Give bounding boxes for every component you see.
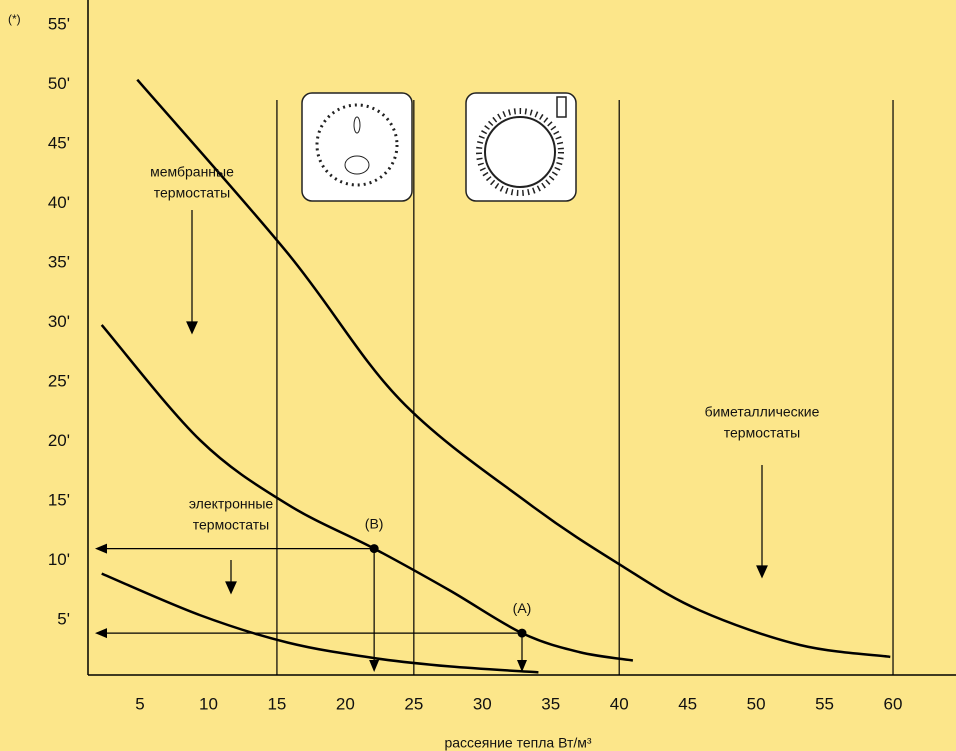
x-tick-label: 25 <box>404 694 423 713</box>
point-label: (B) <box>365 515 384 531</box>
x-tick-label: 15 <box>267 694 286 713</box>
y-tick-label: 20' <box>48 431 70 450</box>
y-tick-label: 30' <box>48 312 70 331</box>
x-tick-label: 30 <box>473 694 492 713</box>
x-tick-label: 55 <box>815 694 834 713</box>
y-tick-label: 40' <box>48 193 70 212</box>
x-tick-label: 10 <box>199 694 218 713</box>
x-tick-label: 50 <box>747 694 766 713</box>
y-tick-label: 45' <box>48 133 70 152</box>
y-tick-label: 50' <box>48 74 70 93</box>
thermostat-icon <box>302 93 412 201</box>
y-tick-label: 35' <box>48 252 70 271</box>
x-tick-label: 20 <box>336 694 355 713</box>
annotation: мембранные <box>150 164 234 180</box>
x-tick-label: 45 <box>678 694 697 713</box>
x-axis-label: рассеяние тепла Вт/м³ <box>444 735 591 751</box>
annotation: термостаты <box>193 517 269 533</box>
annotation: термостаты <box>154 185 230 201</box>
point <box>518 629 527 638</box>
thermostat-icon <box>466 93 576 201</box>
y-tick-label: 5' <box>57 609 70 628</box>
y-tick-label: 55' <box>48 14 70 33</box>
point-label: (A) <box>513 600 532 616</box>
y-tick-label: 15' <box>48 490 70 509</box>
chart: (*) рассеяние тепла Вт/м³ 5' 10' 15' 20' 25'… <box>0 0 956 751</box>
x-tick-label: 35 <box>541 694 560 713</box>
x-tick-label: 60 <box>884 694 903 713</box>
annotation: электронные <box>189 496 274 512</box>
y-note: (*) <box>8 12 21 26</box>
point <box>370 544 379 553</box>
y-tick-label: 25' <box>48 371 70 390</box>
x-tick-label: 5 <box>135 694 144 713</box>
y-tick-label: 10' <box>48 550 70 569</box>
annotation: биметаллические <box>705 404 820 420</box>
annotation: термостаты <box>724 425 800 441</box>
x-tick-label: 40 <box>610 694 629 713</box>
